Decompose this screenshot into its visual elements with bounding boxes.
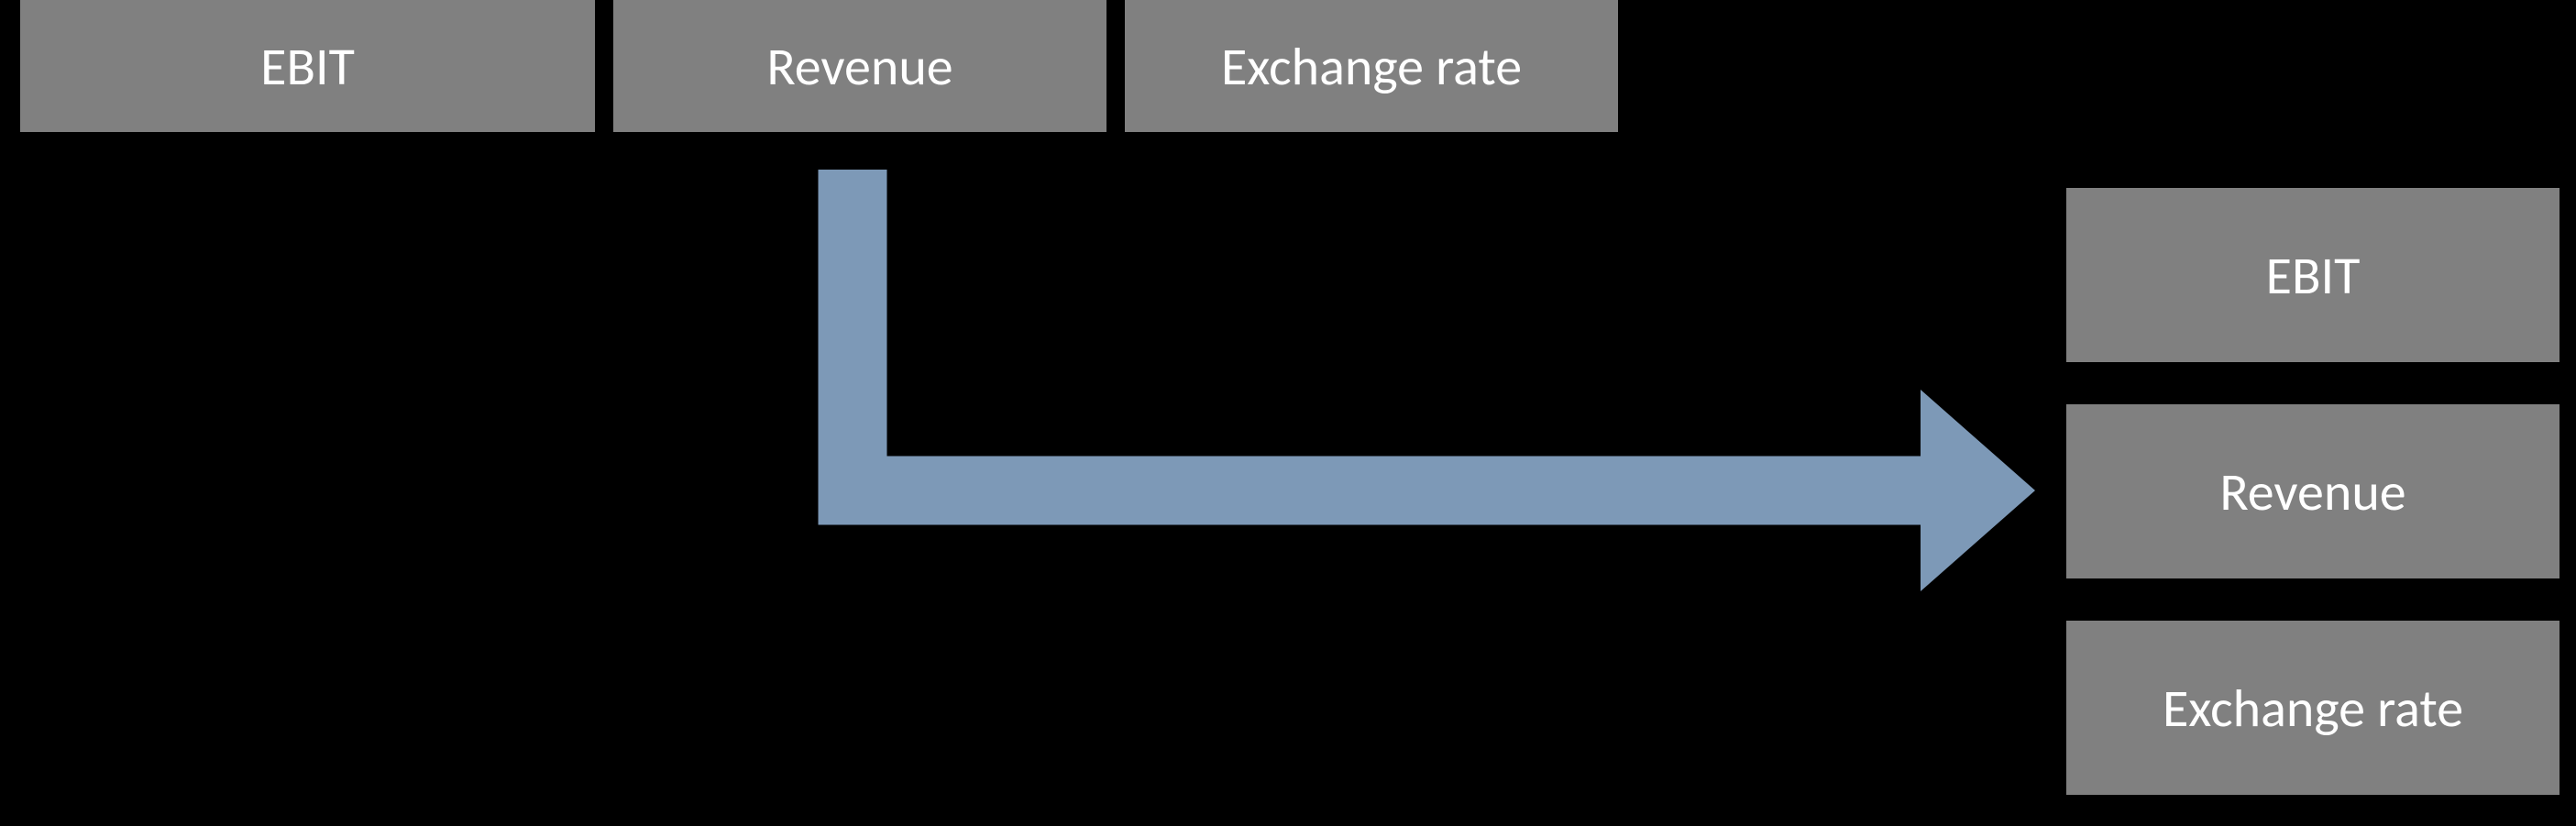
- top-box-revenue: Revenue: [613, 0, 1106, 132]
- top-box-revenue-label: Revenue: [766, 34, 952, 99]
- right-box-exchange-rate-label: Exchange rate: [2163, 676, 2463, 741]
- top-box-exchange-rate: Exchange rate: [1125, 0, 1618, 132]
- flow-arrow-icon: [819, 170, 2036, 591]
- right-box-revenue: Revenue: [2066, 404, 2559, 578]
- right-box-ebit-label: EBIT: [2266, 243, 2361, 308]
- right-box-ebit: EBIT: [2066, 188, 2559, 362]
- top-box-exchange-rate-label: Exchange rate: [1221, 34, 1522, 99]
- top-box-ebit-label: EBIT: [260, 34, 355, 99]
- right-box-exchange-rate: Exchange rate: [2066, 621, 2559, 795]
- flow-arrow: [798, 165, 2063, 605]
- top-box-ebit: EBIT: [20, 0, 595, 132]
- right-box-revenue-label: Revenue: [2219, 459, 2405, 524]
